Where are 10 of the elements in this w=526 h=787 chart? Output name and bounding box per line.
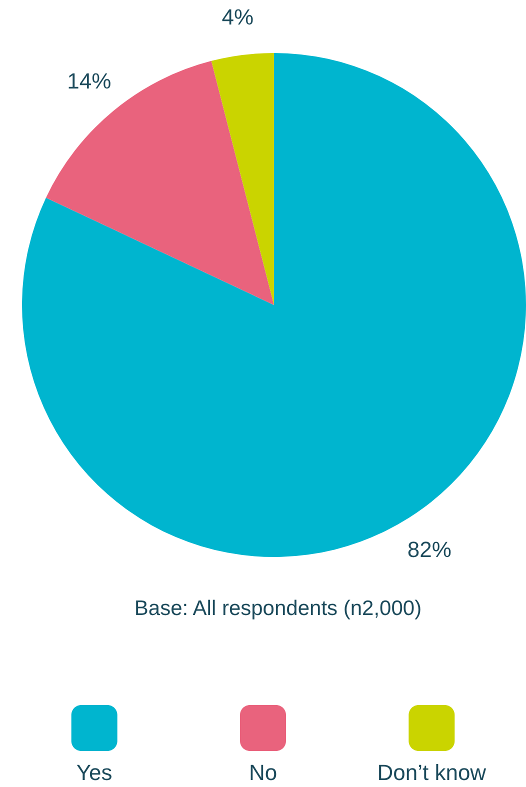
data-label: 14%	[67, 68, 112, 94]
legend-label: No	[248, 760, 278, 785]
legend-label: Yes	[76, 760, 112, 785]
pie-slice	[46, 60, 274, 305]
data-label: 4%	[222, 4, 254, 30]
text: Base: All respondents (n2,000)	[134, 597, 422, 620]
data-label: 82%	[407, 536, 452, 562]
pie-slice	[22, 53, 526, 557]
legend-label: Don’t know	[377, 760, 486, 785]
pie-slice	[211, 53, 274, 305]
